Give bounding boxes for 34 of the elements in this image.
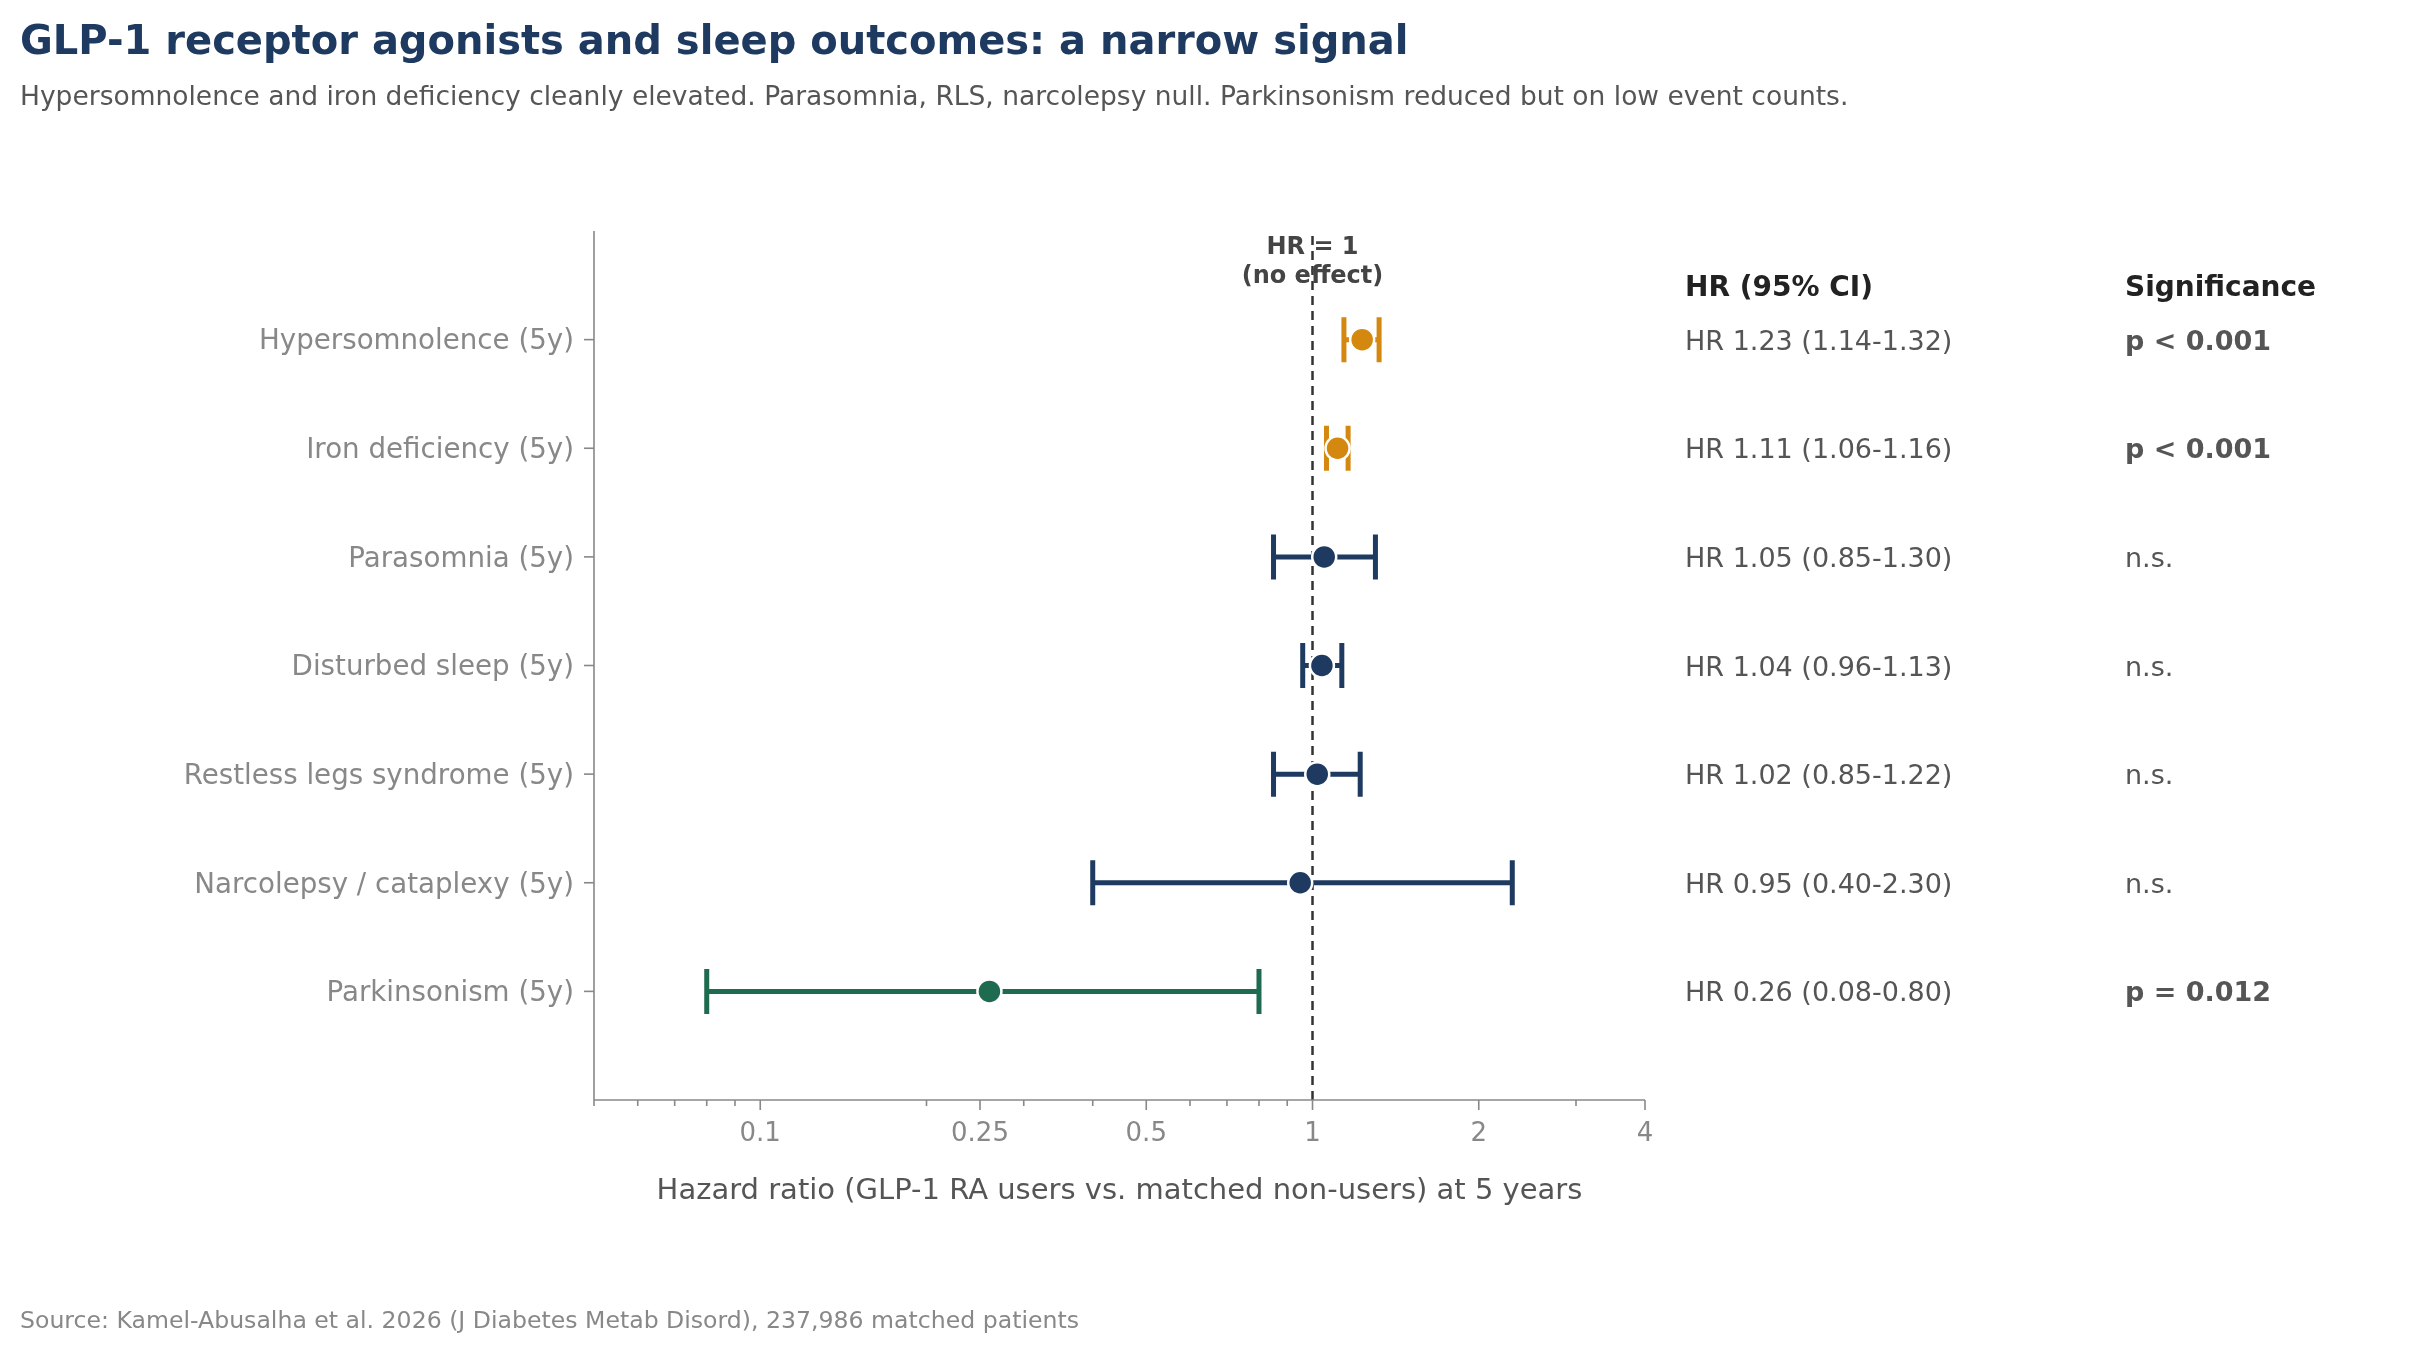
y-tick-label: Disturbed sleep (5y) xyxy=(291,649,574,683)
source-note: Source: Kamel-Abusalha et al. 2026 (J Diabetes Metab Disord), 237,986 matched patients xyxy=(20,1306,1079,1334)
text: n.s. xyxy=(2125,867,2174,899)
x-tick-label: 2 xyxy=(1470,1117,1488,1147)
data-label: HR 1.05 (0.85-1.30) xyxy=(1685,541,1953,573)
x-tick-label: 4 xyxy=(1636,1117,1654,1147)
y-tick-label: Narcolepsy / cataplexy (5y) xyxy=(194,866,574,900)
data-label: HR 1.23 (1.14-1.32) xyxy=(1685,324,1953,356)
y-tick-label: Parasomnia (5y) xyxy=(348,540,574,574)
y-tick-label: Hypersomnolence (5y) xyxy=(259,323,574,357)
text: n.s. xyxy=(2125,759,2174,791)
text: Significance xyxy=(2125,270,2317,303)
chart-title: GLP-1 receptor agonists and sleep outcomes: a narrow signal xyxy=(20,17,1409,63)
y-tick-label: Restless legs syndrome (5y) xyxy=(183,757,574,791)
text: p < 0.001 xyxy=(2125,433,2272,465)
x-tick-label: 0.5 xyxy=(1125,1117,1167,1147)
y-tick-label: Iron deficiency (5y) xyxy=(306,432,574,466)
data-label: HR 1.02 (0.85-1.22) xyxy=(1685,759,1953,791)
text: n.s. xyxy=(2125,650,2174,682)
data-label: HR 1.04 (0.96-1.13) xyxy=(1685,650,1953,682)
text: n.s. xyxy=(2125,541,2174,573)
y-tick-label: Parkinsonism (5y) xyxy=(326,975,574,1009)
data-label: HR 0.95 (0.40-2.30) xyxy=(1685,867,1953,899)
text: p = 0.012 xyxy=(2125,976,2272,1008)
x-tick-label: 0.1 xyxy=(739,1117,781,1147)
text: p < 0.001 xyxy=(2125,324,2272,356)
data-label: HR 1.11 (1.06-1.16) xyxy=(1685,433,1953,465)
x-tick-label: 0.25 xyxy=(951,1117,1009,1147)
x-tick-label: 1 xyxy=(1304,1117,1321,1147)
x-axis-title: Hazard ratio (GLP-1 RA users vs. matched non-users) at 5 years xyxy=(656,1172,1583,1206)
chart-subtitle: Hypersomnolence and iron deficiency cleanly elevated. Parasomnia, RLS, narcolepsy null. Parkinsonism reduced but on low event counts. xyxy=(20,80,1849,111)
text: HR (95% CI) xyxy=(1685,270,1874,303)
ref-line-label: HR = 1 (no effect) xyxy=(1241,232,1384,289)
data-label: HR 0.26 (0.08-0.80) xyxy=(1685,976,1953,1008)
